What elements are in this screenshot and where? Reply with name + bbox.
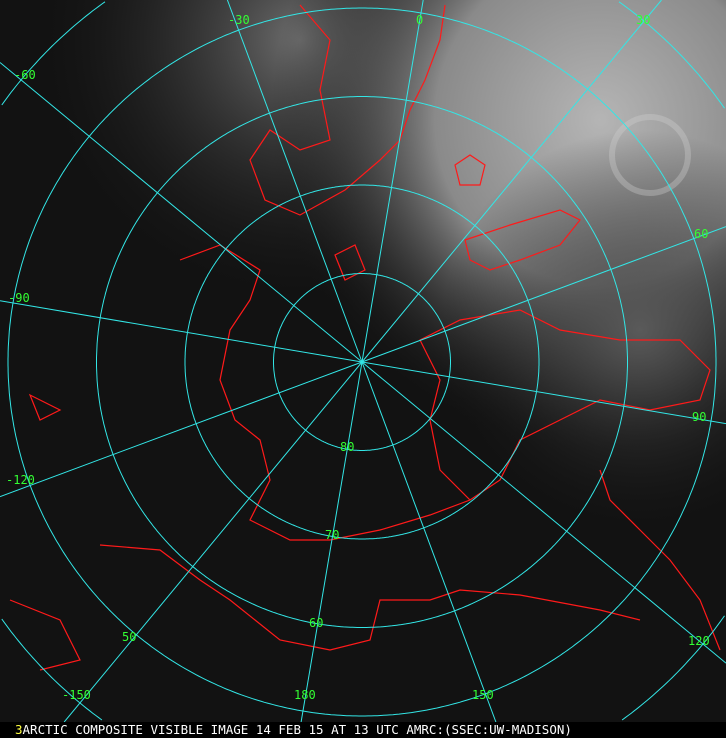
latitude-circle-60 bbox=[96, 96, 628, 628]
meridian-label: 180 bbox=[294, 688, 316, 702]
latitude-label: 70 bbox=[325, 528, 339, 542]
meridian-line bbox=[0, 300, 363, 363]
meridian-line bbox=[63, 361, 363, 722]
graticule-labels: 80 70 60 50 -150 -120 -90 -60 -30 0 30 60 90 120 150 18… bbox=[6, 13, 710, 702]
meridian-label: 60 bbox=[694, 227, 708, 241]
meridian-line bbox=[300, 361, 363, 722]
caption-text: ARCTIC COMPOSITE VISIBLE IMAGE 14 FEB 15… bbox=[22, 722, 572, 737]
latitude-label: 60 bbox=[309, 616, 323, 630]
coastline-kamchatka bbox=[599, 469, 721, 651]
meridian-label: 150 bbox=[472, 688, 494, 702]
storm-swirl bbox=[609, 114, 691, 196]
latitude-label: 50 bbox=[122, 630, 136, 644]
coastline-siberia bbox=[419, 309, 711, 501]
meridian-label: -30 bbox=[228, 13, 250, 27]
meridian-line bbox=[226, 0, 363, 363]
meridian-line bbox=[361, 361, 497, 722]
latitude-circle-80 bbox=[273, 273, 451, 451]
meridian-line bbox=[361, 361, 726, 425]
latitude-label: 80 bbox=[340, 440, 354, 454]
meridian-label: 90 bbox=[692, 410, 706, 424]
coastline-scandinavia bbox=[464, 209, 581, 271]
meridian-label: 120 bbox=[688, 634, 710, 648]
latitude-circle-70 bbox=[184, 184, 540, 540]
meridian-label: -120 bbox=[6, 473, 35, 487]
meridian-label: -60 bbox=[14, 68, 36, 82]
latitude-circle-40 bbox=[1, 618, 103, 721]
meridian-label: 30 bbox=[636, 13, 650, 27]
frame-number: 3 bbox=[15, 722, 23, 737]
meridian-line bbox=[361, 226, 726, 363]
latitude-circle-50 bbox=[7, 7, 717, 717]
image-caption: 3ARCTIC COMPOSITE VISIBLE IMAGE 14 FEB 1… bbox=[0, 722, 726, 738]
coastlines bbox=[9, 4, 721, 671]
coastline-hudson bbox=[9, 393, 81, 671]
meridian-label: -90 bbox=[8, 291, 30, 305]
meridian-line bbox=[361, 0, 424, 363]
meridian-label: -150 bbox=[62, 688, 91, 702]
coastline-svalbard bbox=[334, 244, 366, 281]
coastline-iceland bbox=[454, 154, 486, 186]
meridian-line bbox=[0, 361, 363, 498]
latitude-circle-40 bbox=[618, 1, 725, 109]
coastline-greenland bbox=[249, 4, 446, 216]
meridian-label: 0 bbox=[416, 13, 423, 27]
meridian-line bbox=[0, 62, 363, 363]
meridian-line bbox=[361, 0, 662, 363]
graticule bbox=[0, 0, 726, 722]
meridian-line bbox=[361, 361, 726, 664]
map-canvas: 80 70 60 50 -150 -120 -90 -60 -30 0 30 60 90 120 150 18… bbox=[0, 0, 726, 722]
coastline-alaska bbox=[99, 544, 641, 651]
latitude-circle-40 bbox=[621, 615, 725, 721]
coastline-canada bbox=[179, 244, 471, 541]
latitude-circle-40 bbox=[1, 1, 106, 106]
